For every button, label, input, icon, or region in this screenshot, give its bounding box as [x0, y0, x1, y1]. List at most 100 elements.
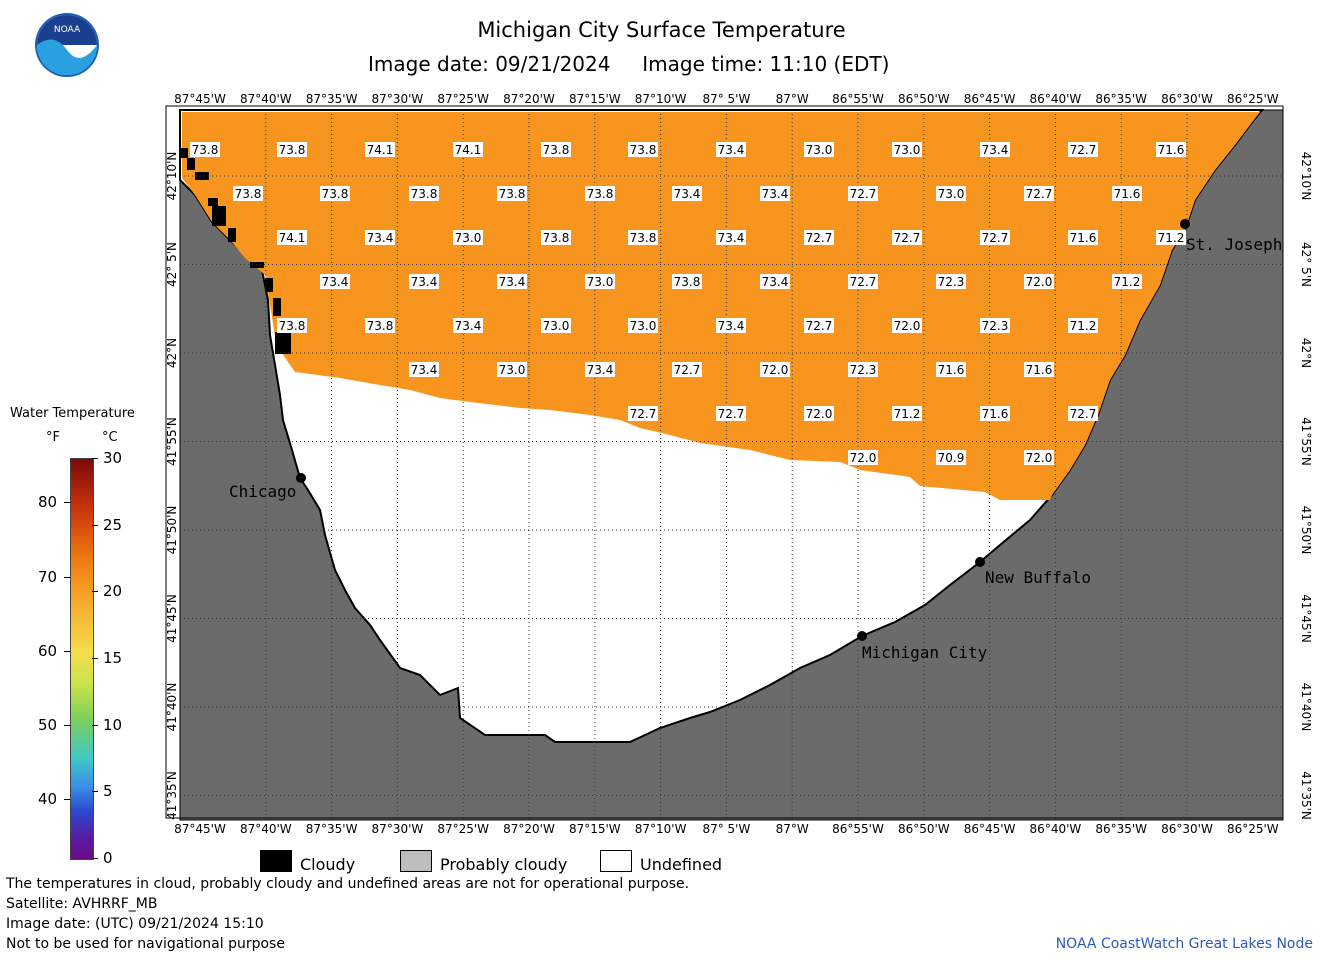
svg-text:73.8: 73.8 — [630, 231, 657, 245]
place-chicago: Chicago — [229, 473, 306, 501]
svg-text:New Buffalo: New Buffalo — [985, 568, 1091, 587]
svg-text:73.0: 73.0 — [499, 363, 526, 377]
longitude-labels-top: 87°45'W 87°40'W 87°35'W 87°30'W 87°25'W 87°20… — [174, 92, 1279, 106]
lon-label-top: 86°25'W — [1227, 92, 1279, 106]
svg-text:72.0: 72.0 — [1026, 275, 1053, 289]
temperature-label: 73.4 — [716, 318, 746, 333]
svg-text:71.6: 71.6 — [1114, 187, 1141, 201]
probably-cloudy-swatch — [400, 850, 432, 872]
fahrenheit-tick: 80 — [38, 493, 58, 512]
temperature-label: 73.8 — [672, 274, 702, 289]
svg-text:72.7: 72.7 — [1070, 407, 1097, 421]
map-title: Michigan City Surface Temperature — [477, 18, 846, 42]
lon-label-bottom: 87°45'W — [174, 822, 226, 836]
lon-label-top: 87°15'W — [569, 92, 621, 106]
temperature-label: 72.7 — [848, 186, 878, 201]
celsius-tick-mark — [92, 858, 98, 859]
footer-note: The temperatures in cloud, probably clou… — [6, 876, 690, 892]
celsius-tick: 15 — [103, 649, 123, 667]
lon-label-bottom: 86°55'W — [832, 822, 884, 836]
svg-text:73.8: 73.8 — [674, 275, 701, 289]
temperature-label: 73.4 — [672, 186, 702, 201]
svg-text:73.8: 73.8 — [499, 187, 526, 201]
lat-label-right: 41°50'N — [1299, 506, 1313, 555]
temperature-label: 73.0 — [585, 274, 615, 289]
temperature-label: 73.4 — [716, 142, 746, 157]
temperature-label: 71.6 — [936, 362, 966, 377]
undefined-swatch — [600, 850, 632, 872]
svg-text:71.6: 71.6 — [938, 363, 965, 377]
svg-text:72.7: 72.7 — [850, 187, 877, 201]
celsius-tick: 5 — [103, 782, 113, 801]
probably-cloudy-label: Probably cloudy — [440, 855, 568, 874]
temperature-label: 74.1 — [277, 230, 307, 245]
undefined-label: Undefined — [640, 855, 723, 874]
svg-text:73.4: 73.4 — [367, 231, 394, 245]
lat-label-right: 42° 5'N — [1299, 242, 1313, 287]
svg-text:71.2: 71.2 — [1158, 231, 1185, 245]
temperature-label: 73.8 — [320, 186, 350, 201]
fahrenheit-tick-mark — [64, 798, 70, 800]
svg-text:72.0: 72.0 — [894, 319, 921, 333]
svg-text:NOAA: NOAA — [54, 25, 81, 35]
svg-text:73.8: 73.8 — [587, 187, 614, 201]
lon-label-bottom: 87°25'W — [437, 822, 489, 836]
latitude-labels-left: 42°10'N 42° 5'N 42°N 41°55'N 41°50'N 41°45'N 4… — [165, 152, 179, 820]
temperature-values: 73.8 73.8 74.1 74.1 73.8 73.8 73.4 73.0 73.0 73.4… — [190, 142, 1186, 465]
temperature-label: 72.7 — [892, 230, 922, 245]
svg-text:73.8: 73.8 — [367, 319, 394, 333]
svg-text:73.4: 73.4 — [718, 143, 745, 157]
lat-label-left: 42° 5'N — [165, 242, 179, 287]
svg-text:73.4: 73.4 — [499, 275, 526, 289]
image-date: Image date: 09/21/2024 — [368, 52, 611, 76]
svg-text:73.0: 73.0 — [894, 143, 921, 157]
fahrenheit-tick-mark — [64, 650, 70, 652]
celsius-tick-mark — [92, 658, 98, 659]
temperature-label: 71.6 — [1068, 230, 1098, 245]
svg-text:72.3: 72.3 — [850, 363, 877, 377]
temperature-label: 71.2 — [1068, 318, 1098, 333]
svg-text:71.2: 71.2 — [894, 407, 921, 421]
temperature-label: 73.8 — [541, 142, 571, 157]
svg-text:73.4: 73.4 — [411, 275, 438, 289]
svg-text:73.8: 73.8 — [192, 143, 219, 157]
svg-text:72.7: 72.7 — [806, 319, 833, 333]
temperature-label: 73.4 — [320, 274, 350, 289]
svg-text:72.7: 72.7 — [630, 407, 657, 421]
temperature-label: 72.7 — [1068, 406, 1098, 421]
svg-text:73.4: 73.4 — [762, 187, 789, 201]
temperature-label: 73.4 — [716, 230, 746, 245]
fahrenheit-tick-mark — [64, 502, 70, 504]
svg-text:72.7: 72.7 — [806, 231, 833, 245]
lon-label-bottom: 87°10'W — [635, 822, 687, 836]
svg-text:73.4: 73.4 — [322, 275, 349, 289]
lat-label-left: 42°10'N — [165, 152, 179, 201]
temperature-label: 73.8 — [190, 142, 220, 157]
celsius-tick-mark — [92, 458, 98, 459]
temperature-label: 74.1 — [453, 142, 483, 157]
lon-label-bottom: 87°15'W — [569, 822, 621, 836]
temperature-label: 72.7 — [672, 362, 702, 377]
lon-label-top: 86°45'W — [964, 92, 1016, 106]
svg-text:72.0: 72.0 — [850, 451, 877, 465]
svg-text:73.0: 73.0 — [587, 275, 614, 289]
temperature-label: 73.0 — [804, 142, 834, 157]
temperature-label: 73.0 — [541, 318, 571, 333]
svg-text:73.8: 73.8 — [235, 187, 262, 201]
lon-label-top: 87° 5'W — [702, 92, 750, 106]
lon-label-top: 87°10'W — [635, 92, 687, 106]
lon-label-bottom: 87°40'W — [240, 822, 292, 836]
cloudy-label: Cloudy — [300, 855, 356, 874]
svg-text:73.4: 73.4 — [411, 363, 438, 377]
temperature-label: 72.0 — [1024, 450, 1054, 465]
temperature-label: 73.4 — [409, 362, 439, 377]
svg-text:73.4: 73.4 — [455, 319, 482, 333]
celsius-tick: 20 — [103, 582, 123, 601]
temperature-label: 72.7 — [804, 230, 834, 245]
temperature-label: 73.0 — [936, 186, 966, 201]
svg-text:73.4: 73.4 — [718, 319, 745, 333]
water-temperature-area — [182, 112, 1260, 500]
lon-label-bottom: 87°30'W — [372, 822, 424, 836]
celsius-tick-mark — [92, 724, 98, 726]
